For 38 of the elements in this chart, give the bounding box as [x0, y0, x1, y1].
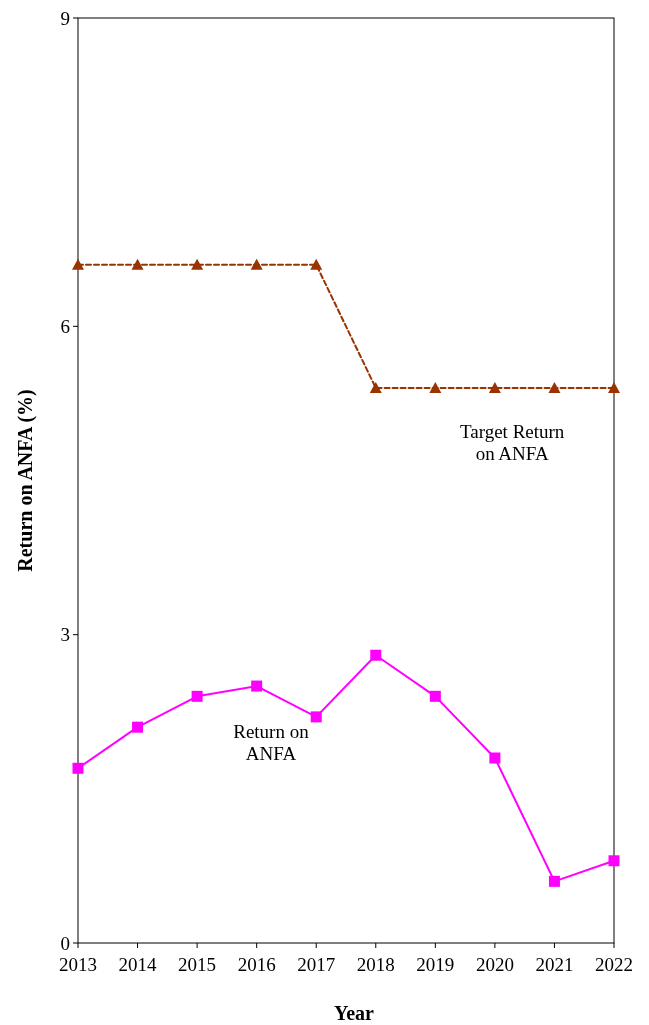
- x-tick-label: 2021: [535, 954, 574, 975]
- point: [72, 762, 84, 774]
- y-tick-label: 6: [60, 315, 70, 337]
- series-label: Return on ANFA: [233, 721, 310, 765]
- point: [191, 258, 204, 270]
- point: [369, 382, 382, 393]
- point: [310, 258, 323, 270]
- point: [548, 875, 560, 887]
- x-tick-label: 2017: [297, 954, 336, 975]
- y-tick-label: 0: [60, 932, 70, 954]
- point: [429, 382, 442, 393]
- point: [191, 690, 203, 702]
- y-axis-title: Return on ANFA (%): [14, 389, 37, 572]
- y-tick-label: 3: [60, 624, 70, 646]
- y-tick-label: 9: [60, 7, 70, 29]
- point: [250, 258, 263, 270]
- point: [608, 382, 620, 393]
- series-label: Target Return on ANFA: [459, 421, 565, 464]
- point: [251, 680, 263, 692]
- x-tick-label: 2013: [59, 954, 97, 975]
- point: [132, 721, 144, 733]
- point: [131, 258, 144, 270]
- x-tick-label: 2020: [475, 954, 514, 975]
- point: [370, 649, 382, 661]
- x-tick-label: 2014: [118, 954, 158, 975]
- x-tick-label: 2022: [595, 954, 633, 975]
- x-tick-label: 2015: [178, 954, 217, 975]
- point: [488, 382, 501, 393]
- point: [310, 711, 322, 723]
- point: [72, 258, 84, 270]
- point: [429, 690, 441, 702]
- point: [489, 752, 501, 764]
- x-axis-title: Year: [334, 1002, 375, 1024]
- x-tick-label: 2016: [237, 954, 276, 975]
- x-tick-label: 2019: [416, 954, 455, 975]
- point: [608, 855, 620, 867]
- point: [548, 382, 561, 393]
- x-tick-label: 2018: [356, 954, 395, 975]
